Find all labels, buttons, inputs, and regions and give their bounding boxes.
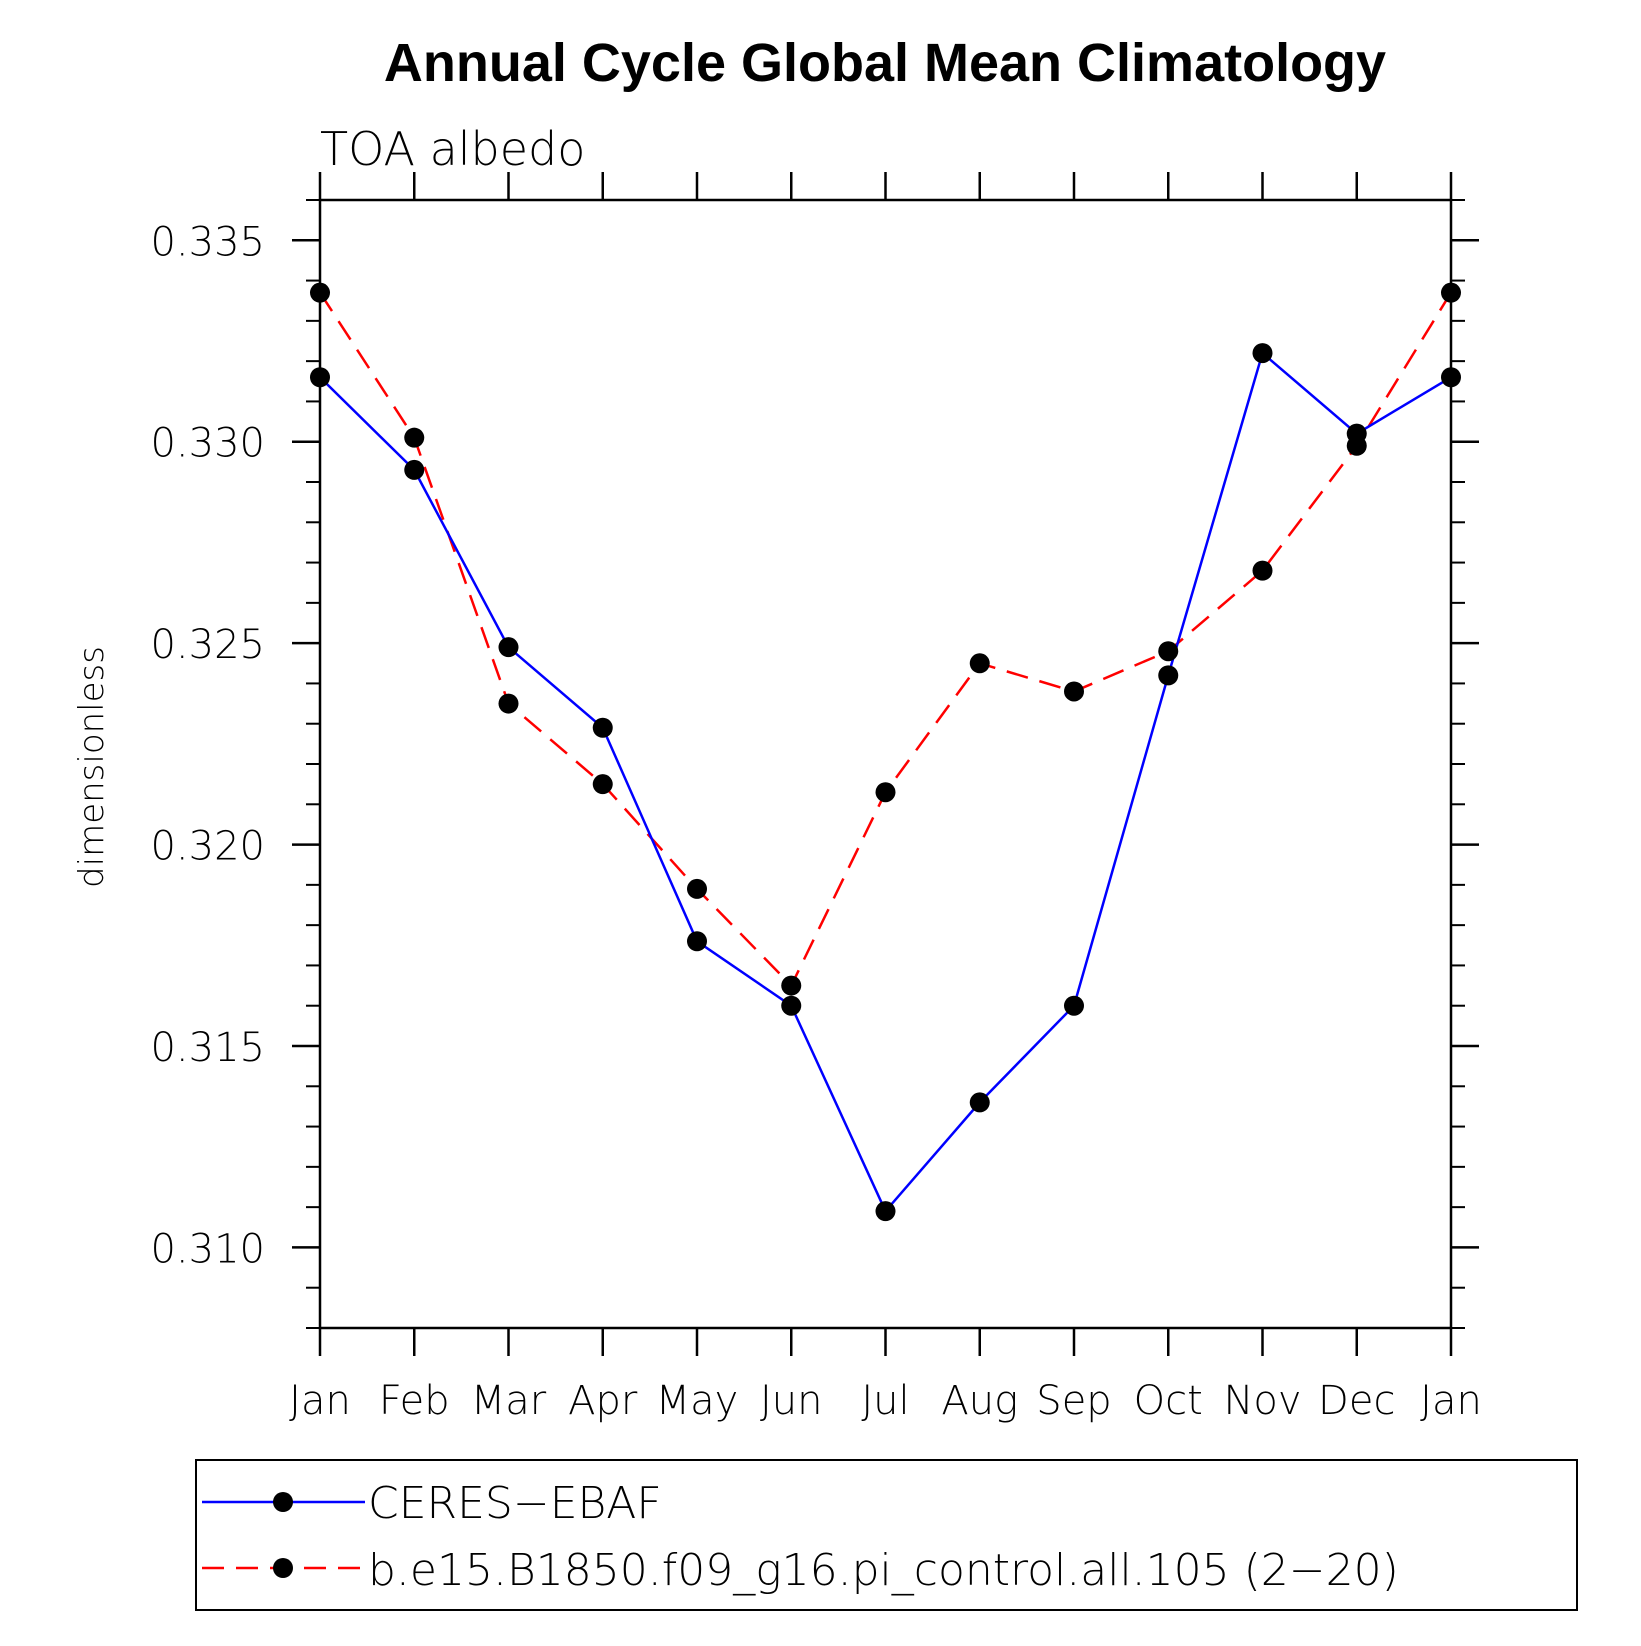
x-tick-label: May <box>656 1378 739 1424</box>
y-tick-label: 0.335 <box>150 219 265 265</box>
x-tick-label: Jan <box>289 1378 351 1424</box>
x-tick-label: Apr <box>568 1378 638 1424</box>
y-tick-label: 0.315 <box>150 1025 265 1071</box>
legend-marker-model <box>273 1558 293 1578</box>
data-point-series-0 <box>1158 665 1179 686</box>
data-point-series-0 <box>1252 343 1273 364</box>
data-point-series-1 <box>1346 435 1367 456</box>
data-point-series-0 <box>310 367 330 388</box>
series-line-0 <box>319 350 1452 1214</box>
legend-marker-ceres <box>273 1492 293 1512</box>
x-tick-label: Oct <box>1134 1378 1203 1424</box>
x-tick-label: Feb <box>379 1378 450 1424</box>
data-point-series-1 <box>1252 560 1273 581</box>
data-point-series-1 <box>592 774 613 795</box>
legend-label-model: b.e15.B1850.f09_g16.pi_control.all.105 (… <box>368 1545 1399 1596</box>
data-point-series-1 <box>1064 681 1084 702</box>
data-point-series-1 <box>498 693 519 714</box>
chart-subtitle: TOA albedo <box>320 122 585 176</box>
x-tick-label: Jun <box>760 1378 823 1424</box>
data-point-series-0 <box>498 637 519 658</box>
data-point-series-0 <box>969 1092 990 1113</box>
x-tick-label: Mar <box>471 1378 547 1424</box>
y-tick-label: 0.320 <box>150 824 265 870</box>
series-layer <box>310 282 1461 1222</box>
data-point-series-0 <box>781 995 802 1016</box>
data-point-series-0 <box>1064 995 1084 1016</box>
data-point-series-1 <box>781 975 802 996</box>
y-tick-label: 0.330 <box>150 421 265 467</box>
y-tick-label: 0.310 <box>150 1226 265 1272</box>
data-point-series-1 <box>310 282 330 303</box>
data-point-series-1 <box>687 878 707 899</box>
data-point-series-1 <box>404 427 425 448</box>
data-point-series-1 <box>969 653 990 674</box>
legend-box <box>195 1459 1578 1611</box>
x-tick-label: Jan <box>1420 1378 1482 1424</box>
data-point-series-0 <box>875 1201 896 1222</box>
data-point-series-1 <box>1441 282 1461 303</box>
x-tick-label: Aug <box>941 1378 1018 1424</box>
chart-title: Annual Cycle Global Mean Climatology <box>384 33 1386 93</box>
x-tick-label: Sep <box>1036 1378 1111 1424</box>
x-tick-label: Nov <box>1223 1378 1301 1424</box>
data-point-series-0 <box>404 459 425 480</box>
series-line-1 <box>318 291 1453 988</box>
y-axis-label: dimensionless <box>72 646 112 888</box>
data-point-series-1 <box>1158 641 1179 662</box>
x-tick-label: Jul <box>861 1378 909 1424</box>
data-point-series-0 <box>592 717 613 738</box>
data-point-series-0 <box>687 931 707 952</box>
axis-ticks: Jan Feb Mar Apr May Jun Jul Aug Sep Oct Nov Dec Jan 0… <box>150 172 1482 1424</box>
x-tick-label: Dec <box>1318 1378 1395 1424</box>
data-point-series-1 <box>875 782 896 803</box>
data-point-series-0 <box>1441 367 1461 388</box>
legend: CERES−EBAF b.e15.B1850.f09_g16.pi_contro… <box>195 1459 1578 1611</box>
y-tick-label: 0.325 <box>150 622 265 668</box>
legend-label-ceres: CERES−EBAF <box>368 1478 662 1529</box>
